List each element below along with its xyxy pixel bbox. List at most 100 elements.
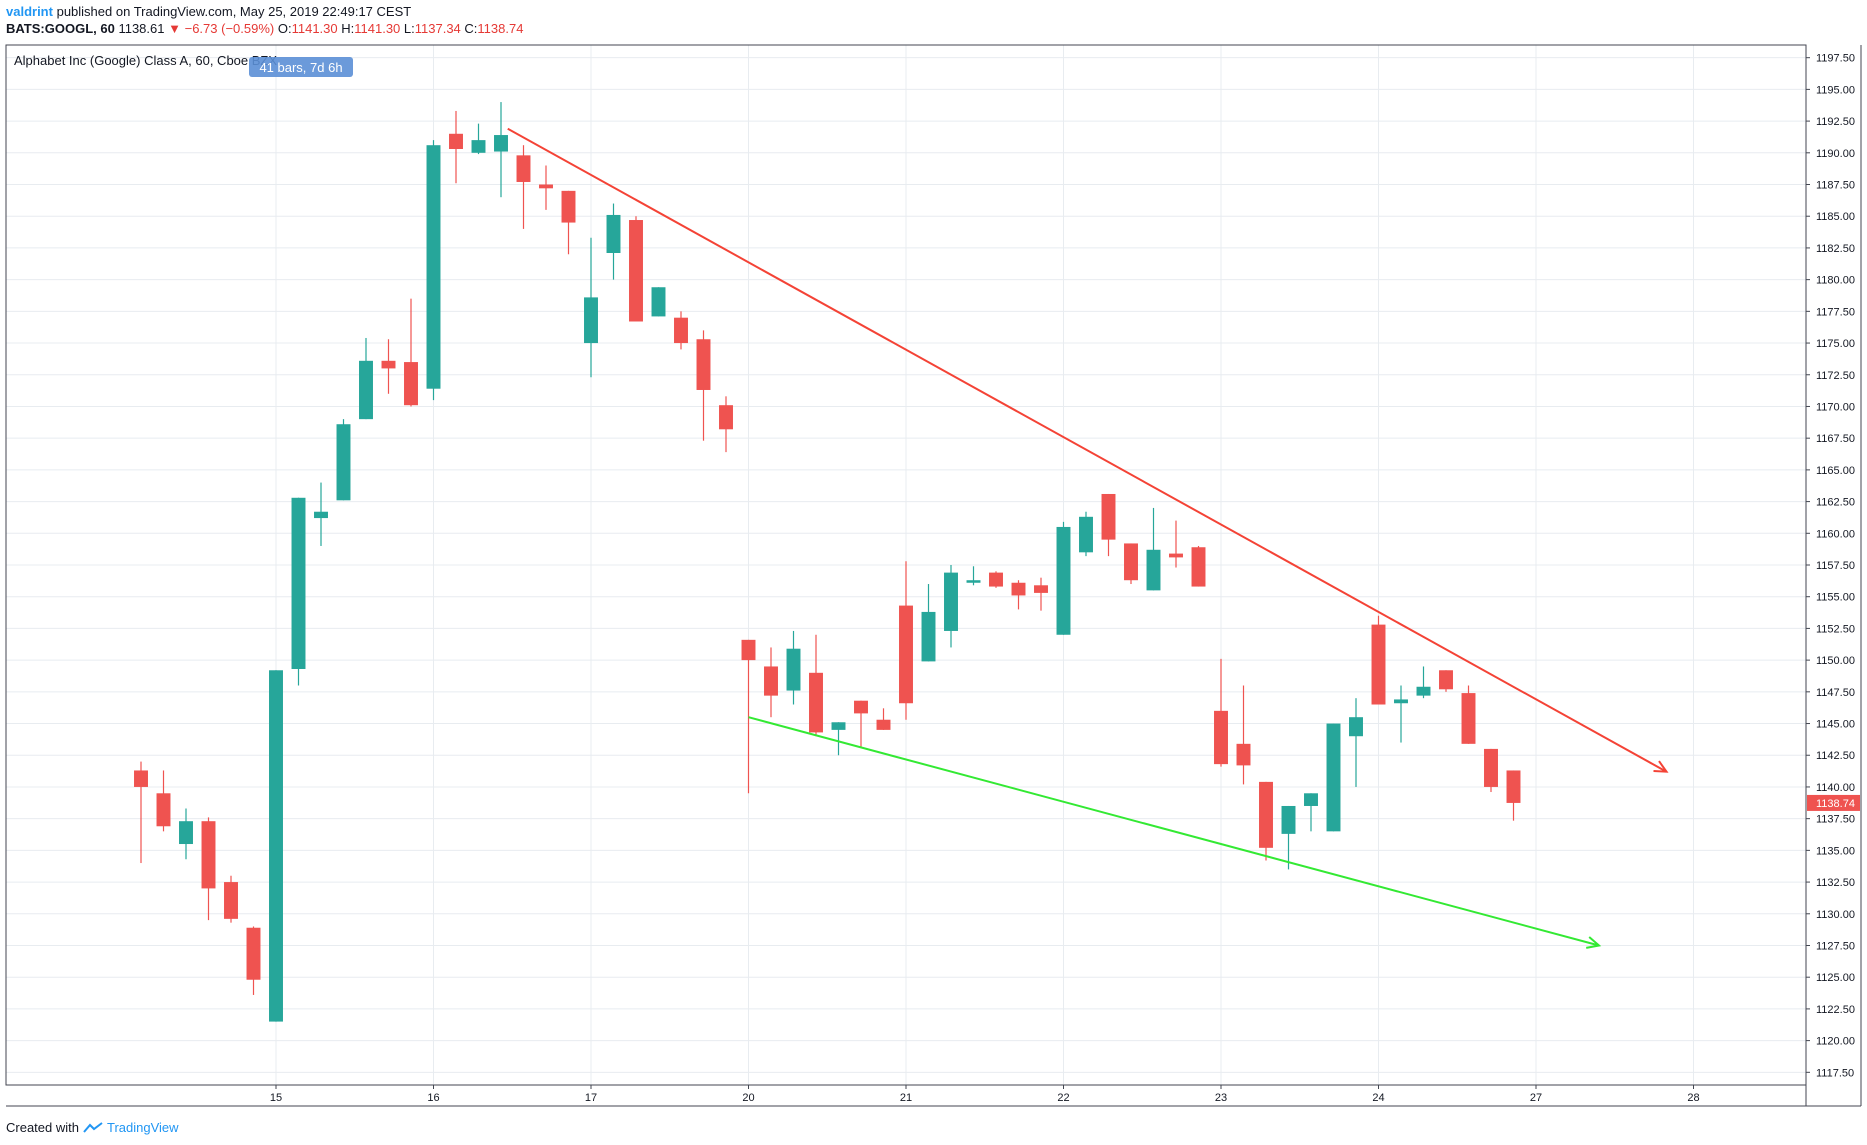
x-axis[interactable]: 15 16 17 20 21 22 23 24 27 28	[270, 1085, 1700, 1104]
candle-body	[1281, 805, 1296, 834]
candle-body	[224, 882, 238, 919]
candle-up	[921, 584, 936, 662]
candle-body	[696, 339, 711, 390]
symbol-label: BATS:GOOGL, 60	[6, 21, 115, 36]
candles	[134, 102, 1521, 1022]
candle-body	[1304, 793, 1318, 806]
candle-down	[156, 770, 171, 832]
candle-body	[494, 135, 508, 152]
y-axis[interactable]: 1117.50 1120.00 1122.50 1125.00 1127.50 1130.…	[1806, 53, 1855, 1080]
candle-down	[1101, 493, 1116, 557]
grid	[6, 45, 1806, 1085]
candle-body	[539, 184, 553, 189]
low-label: L:	[403, 21, 415, 36]
y-tick-label: 1182.50	[1816, 243, 1855, 255]
candle-down	[201, 817, 216, 921]
candle-body	[359, 360, 373, 420]
candle-down	[1439, 670, 1453, 692]
candle-down	[809, 634, 823, 737]
high-label: H:	[341, 21, 355, 36]
candle-body	[989, 572, 1003, 587]
last-price-tag: 1138.74	[1807, 794, 1860, 811]
candle-up	[1349, 698, 1363, 787]
y-tick-label: 1155.00	[1816, 592, 1855, 604]
candle-body	[561, 190, 576, 223]
ohlc-bar: BATS:GOOGL, 60 1138.61 ▼ −6.73 (−0.59%) …	[6, 21, 523, 36]
tradingview-logo-icon	[83, 1121, 103, 1133]
candle-body	[786, 648, 801, 691]
candle-body	[1506, 770, 1521, 803]
y-tick-label: 1185.00	[1816, 211, 1855, 223]
publish-info: valdrint published on TradingView.com, M…	[6, 4, 411, 19]
candle-body	[921, 611, 936, 662]
candle-body	[1259, 781, 1273, 848]
candle-body	[426, 145, 441, 389]
candle-up	[584, 237, 598, 378]
trendlines	[507, 127, 1669, 949]
y-tick-label: 1177.50	[1816, 306, 1855, 318]
candle-body	[764, 666, 778, 696]
last-price-box	[1807, 794, 1860, 811]
last-price-label: 1138.74	[1816, 798, 1855, 810]
author-link[interactable]: valdrint	[6, 4, 53, 19]
y-tick-label: 1152.50	[1816, 623, 1855, 635]
candle-body	[1484, 748, 1498, 787]
candle-down	[989, 571, 1003, 588]
y-tick-label: 1187.50	[1816, 180, 1855, 192]
candle-down	[1214, 658, 1228, 767]
change-value: −6.73 (−0.59%)	[184, 21, 275, 36]
y-tick-label: 1160.00	[1816, 528, 1855, 540]
candle-body	[179, 821, 193, 845]
y-tick-label: 1127.50	[1816, 940, 1855, 952]
candle-body	[1214, 710, 1228, 765]
arrowhead-icon	[1653, 760, 1669, 773]
candle-body	[449, 133, 463, 149]
y-tick-label: 1132.50	[1816, 877, 1855, 889]
tradingview-brand-link[interactable]: TradingView	[106, 1120, 179, 1135]
range-badge-text: 41 bars, 7d 6h	[259, 60, 342, 75]
candle-down	[1506, 770, 1521, 821]
candle-up	[1416, 666, 1431, 699]
x-tick-label: 20	[742, 1092, 754, 1104]
candle-up	[291, 497, 306, 686]
candle-body	[516, 155, 531, 182]
candle-body	[1124, 543, 1138, 581]
candle-body	[381, 360, 396, 369]
candle-body	[1191, 547, 1206, 587]
candle-body	[269, 670, 283, 1022]
candle-down	[1169, 520, 1183, 568]
x-tick-label: 23	[1215, 1092, 1227, 1104]
candle-body	[134, 770, 148, 787]
candle-up	[1079, 511, 1093, 557]
y-tick-label: 1195.00	[1816, 84, 1855, 96]
open-label: O:	[277, 21, 292, 36]
candle-body	[1011, 582, 1026, 596]
candle-down	[381, 339, 396, 394]
candle-body	[584, 297, 598, 344]
candle-body	[1461, 693, 1476, 744]
candle-body	[1416, 686, 1431, 696]
down-arrow-icon: ▼	[168, 21, 181, 36]
close-label: C:	[464, 21, 478, 36]
candle-body	[1371, 624, 1386, 705]
published-text: published on TradingView.com, May 25, 20…	[56, 4, 412, 19]
candle-body	[314, 511, 328, 519]
candle-down	[449, 110, 463, 184]
support-trendline[interactable]	[748, 716, 1602, 949]
candle-up	[179, 808, 193, 860]
y-tick-label: 1125.00	[1816, 972, 1855, 984]
chart-frame	[5, 44, 1862, 1107]
candle-down	[854, 700, 868, 748]
candle-up	[314, 482, 328, 546]
candle-down	[764, 647, 778, 718]
candle-down	[696, 330, 711, 441]
candle-body	[1056, 526, 1071, 635]
y-tick-label: 1117.50	[1816, 1067, 1854, 1079]
y-tick-label: 1122.50	[1816, 1004, 1855, 1016]
candle-body	[336, 424, 351, 501]
candle-body	[899, 605, 913, 704]
candle-down	[674, 311, 688, 350]
candle-up	[1326, 723, 1341, 832]
resistance-trendline[interactable]	[507, 127, 1669, 773]
